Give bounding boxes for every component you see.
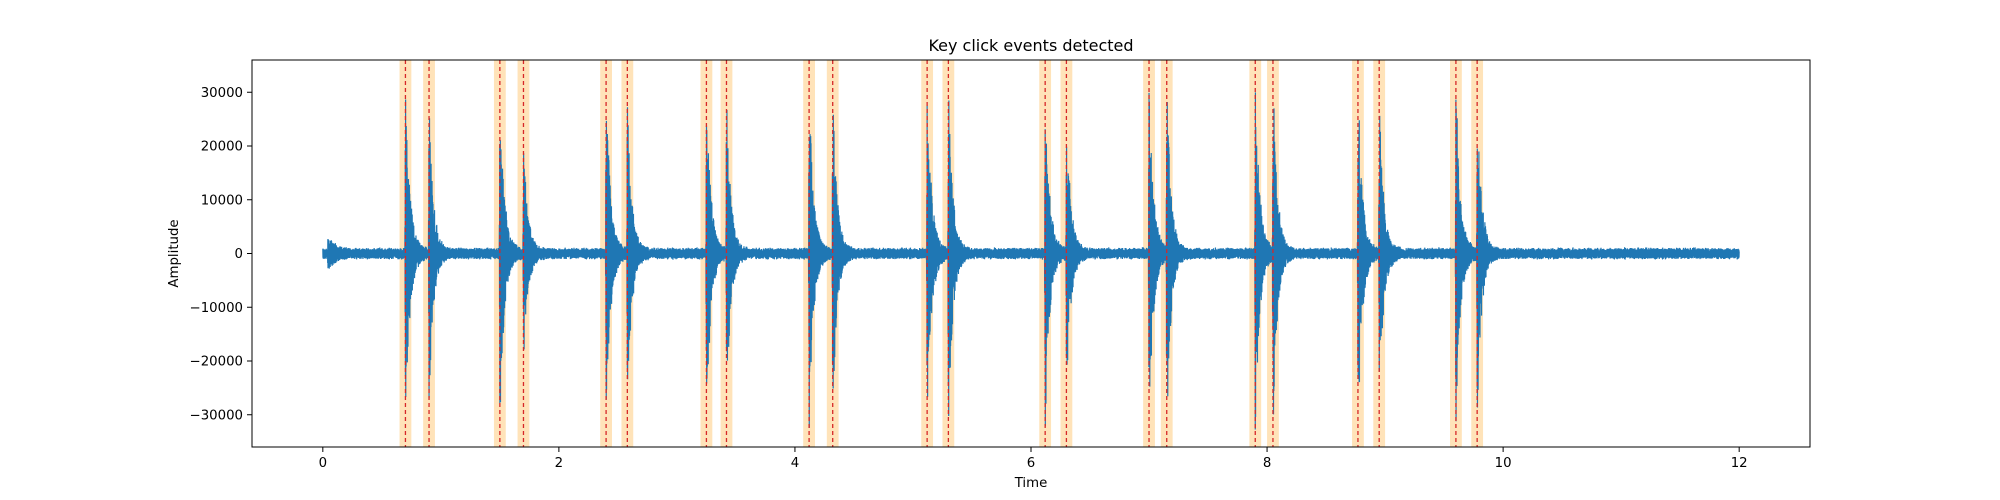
x-axis-label: Time bbox=[1014, 476, 1048, 491]
y-tick-label: 0 bbox=[235, 247, 243, 262]
y-tick-label: −20000 bbox=[190, 355, 243, 370]
x-tick-label: 0 bbox=[319, 456, 327, 471]
y-tick-label: 10000 bbox=[201, 193, 243, 208]
x-tick-label: 10 bbox=[1495, 456, 1512, 471]
x-tick-label: 12 bbox=[1731, 456, 1748, 471]
y-tick-label: 20000 bbox=[201, 140, 243, 155]
x-tick-label: 4 bbox=[791, 456, 799, 471]
x-tick-label: 2 bbox=[555, 456, 563, 471]
y-axis-ticks: −30000 −20000 −10000 0 10000 20000 30000 bbox=[190, 86, 252, 423]
waveform-line bbox=[322, 92, 1740, 430]
y-axis-label: Amplitude bbox=[167, 219, 182, 287]
x-tick-label: 6 bbox=[1027, 456, 1035, 471]
y-tick-label: 30000 bbox=[201, 86, 243, 101]
y-tick-label: −10000 bbox=[190, 301, 243, 316]
x-axis-ticks: 0 2 4 6 8 10 12 bbox=[319, 447, 1748, 471]
chart-title: Key click events detected bbox=[928, 36, 1133, 55]
waveform-series bbox=[322, 92, 1740, 430]
event-lines bbox=[404, 60, 1478, 447]
y-tick-label: −30000 bbox=[190, 408, 243, 423]
x-tick-label: 8 bbox=[1263, 456, 1271, 471]
